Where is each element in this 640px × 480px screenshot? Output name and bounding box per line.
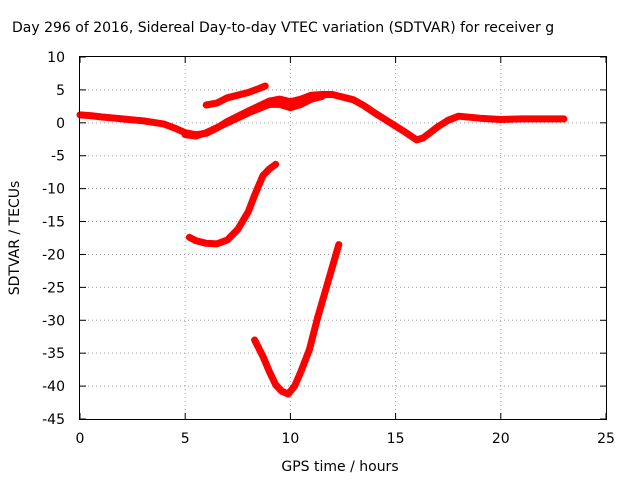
x-tick-label: 10	[281, 431, 299, 447]
x-tick-label: 20	[492, 431, 510, 447]
x-tick-label: 0	[76, 431, 85, 447]
grid	[80, 57, 606, 419]
series-arc-upper-short	[202, 82, 269, 109]
series-arc-main-baseline	[76, 91, 568, 144]
y-tick-label: -35	[42, 346, 65, 362]
x-tick-label: 5	[181, 431, 190, 447]
series-arc-dip-40	[251, 241, 343, 398]
y-tick-label: -5	[51, 149, 65, 165]
y-tick-label: -40	[42, 379, 65, 395]
series-arc-lower-branch	[181, 93, 326, 140]
y-tick-label: 10	[47, 50, 65, 66]
y-axis-label: SDTVAR / TECUs	[7, 181, 23, 296]
y-tick-label: -15	[42, 215, 65, 231]
y-tick-label: 5	[56, 83, 65, 99]
x-axis-label: GPS time / hours	[281, 459, 398, 475]
plot-series	[76, 82, 568, 398]
y-tick-label: 0	[56, 116, 65, 132]
y-tick-label: -10	[42, 182, 65, 198]
series-arc-dip-20	[185, 160, 280, 248]
y-tick-label: -45	[42, 412, 65, 428]
x-tick-label: 25	[597, 431, 615, 447]
y-tick-label: -25	[42, 280, 65, 296]
plot-frame	[79, 56, 607, 420]
x-tick-label: 15	[387, 431, 405, 447]
y-tick-label: -20	[42, 247, 65, 263]
chart-title: Day 296 of 2016, Sidereal Day-to-day VTE…	[12, 20, 554, 36]
y-tick-label: -30	[42, 313, 65, 329]
axis-ticks: 0 5 10 15 20 25 10 5 0 -5 -10 -15 -20 -25 -30 -35 -40 -45	[42, 50, 615, 447]
